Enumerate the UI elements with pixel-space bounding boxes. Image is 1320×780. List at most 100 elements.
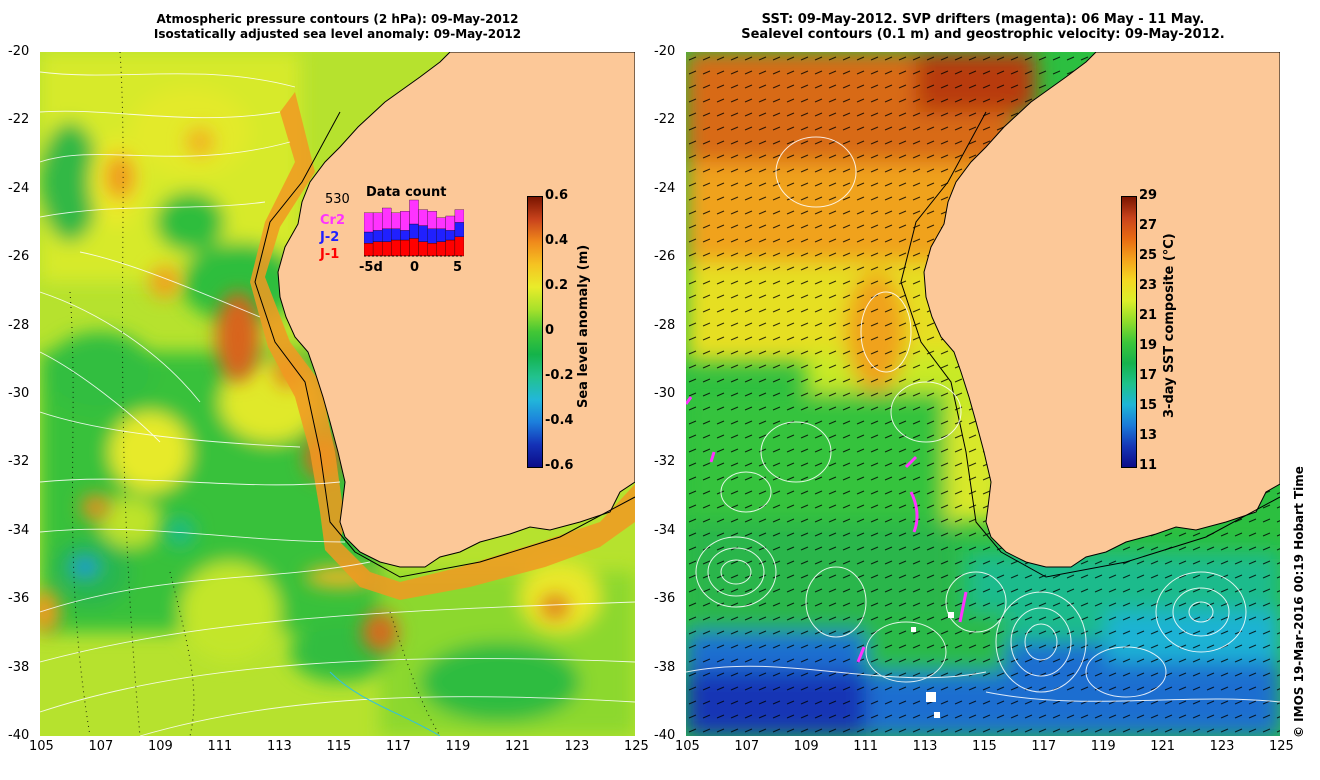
y-tick-label: -20 bbox=[654, 44, 676, 59]
y-tick-label: -32 bbox=[654, 454, 676, 470]
count-bar-segment-j2 bbox=[454, 222, 464, 237]
sla-colorbar bbox=[527, 196, 543, 468]
count-bar-segment-j2 bbox=[427, 228, 437, 244]
count-bar-segment-j2 bbox=[436, 228, 446, 242]
colorbar-tick: 29 bbox=[1139, 188, 1158, 203]
colorbar-tick: 15 bbox=[1139, 398, 1158, 413]
x-tick-label: 123 bbox=[1209, 739, 1235, 754]
y-tick-label: -28 bbox=[8, 317, 30, 333]
count-bar-segment-cr2 bbox=[436, 217, 446, 229]
y-tick-label: -24 bbox=[654, 180, 676, 196]
count-bar-segment-j1 bbox=[382, 241, 392, 257]
count-bar-segment-cr2 bbox=[454, 209, 464, 223]
x-tick-label: 115 bbox=[972, 739, 997, 754]
data-count-bars bbox=[364, 199, 464, 257]
x-tick-label: 123 bbox=[564, 739, 590, 754]
count-bar-segment-cr2 bbox=[391, 212, 401, 229]
data-count-title: Data count bbox=[366, 185, 447, 200]
colorbar-tick: -0.6 bbox=[545, 458, 574, 473]
x-tick-label: 119 bbox=[445, 739, 471, 754]
y-tick-label: -34 bbox=[654, 522, 676, 538]
count-bar-segment-j1 bbox=[454, 236, 464, 257]
sst-svg bbox=[686, 52, 1280, 736]
y-tick-label: -24 bbox=[8, 180, 30, 196]
colorbar-tick: 27 bbox=[1139, 218, 1158, 233]
left-title-line2: Isostatically adjusted sea level anomaly… bbox=[153, 27, 522, 41]
y-tick-label: -22 bbox=[654, 112, 676, 128]
count-bar-segment-j2 bbox=[364, 231, 374, 244]
x-tick-label: 113 bbox=[912, 739, 938, 754]
y-tick-label: -22 bbox=[8, 112, 30, 128]
y-tick-label: -38 bbox=[654, 659, 676, 675]
legend-j2: J-2 bbox=[320, 230, 340, 245]
legend-cr2: Cr2 bbox=[320, 213, 345, 228]
data-count-total: 530 bbox=[325, 192, 350, 207]
count-xtick-2: 5 bbox=[453, 260, 463, 275]
y-tick-label: -26 bbox=[654, 249, 676, 265]
right-title-line1: SST: 09-May-2012. SVP drifters (magenta)… bbox=[761, 12, 1205, 27]
colorbar-tick: 19 bbox=[1139, 338, 1158, 353]
colorbar-tick: -0.4 bbox=[545, 413, 574, 428]
count-bar-segment-j2 bbox=[418, 225, 428, 242]
x-tick-label: 121 bbox=[1150, 739, 1176, 754]
y-tick-label: -36 bbox=[654, 591, 676, 607]
count-xtick-1: 0 bbox=[410, 260, 420, 275]
x-tick-label: 125 bbox=[624, 739, 649, 754]
x-tick-label: 107 bbox=[734, 739, 760, 754]
count-bar-segment-cr2 bbox=[372, 212, 383, 231]
count-bar-segment-j1 bbox=[409, 238, 419, 257]
x-tick-label: 111 bbox=[853, 739, 879, 754]
sst-colorbar-label: 3-day SST composite (°C) bbox=[1162, 233, 1177, 418]
y-tick-label: -40 bbox=[654, 728, 676, 743]
count-bar-segment-j1 bbox=[400, 239, 410, 257]
colorbar-tick: -0.2 bbox=[545, 368, 574, 383]
y-tick-label: -34 bbox=[8, 522, 30, 538]
colorbar-tick: 0 bbox=[545, 323, 555, 338]
colorbar-tick: 11 bbox=[1139, 458, 1158, 473]
colorbar-tick: 13 bbox=[1139, 428, 1158, 443]
count-bar-segment-cr2 bbox=[364, 212, 374, 233]
colorbar-tick: 17 bbox=[1139, 368, 1158, 383]
count-bar-segment-cr2 bbox=[427, 211, 437, 229]
x-tick-label: 117 bbox=[1031, 739, 1057, 754]
x-tick-label: 107 bbox=[88, 739, 114, 754]
y-tick-label: -28 bbox=[654, 317, 676, 333]
x-tick-label: 121 bbox=[505, 739, 530, 754]
count-xtick-0: -5d bbox=[359, 260, 383, 275]
x-tick-label: 105 bbox=[675, 739, 700, 754]
y-tick-label: -20 bbox=[8, 44, 30, 59]
count-bar-segment-j1 bbox=[427, 243, 437, 257]
colorbar-tick: 0.4 bbox=[545, 233, 569, 248]
count-bar-segment-cr2 bbox=[409, 199, 419, 225]
imos-credit: © IMOS 19-Mar-2016 00:19 Hobart Time bbox=[1292, 466, 1306, 738]
count-bar-segment-j2 bbox=[400, 230, 410, 241]
count-bar-segment-j2 bbox=[372, 230, 383, 242]
colorbar-tick: 0.2 bbox=[545, 278, 569, 293]
x-tick-label: 115 bbox=[326, 739, 352, 754]
x-tick-label: 109 bbox=[793, 739, 819, 754]
x-tick-label: 109 bbox=[148, 739, 173, 754]
count-bar-segment-j1 bbox=[391, 239, 401, 257]
y-tick-label: -38 bbox=[8, 659, 30, 675]
colorbar-tick: 23 bbox=[1139, 278, 1158, 293]
y-tick-label: -40 bbox=[8, 728, 30, 743]
colorbar-tick: 21 bbox=[1139, 308, 1158, 323]
count-bar-segment-j1 bbox=[445, 239, 456, 257]
sea-level-anomaly-svg bbox=[40, 52, 635, 736]
sst-colorbar bbox=[1121, 196, 1137, 468]
left-title-line1: Atmospheric pressure contours (2 hPa): 0… bbox=[156, 12, 519, 26]
x-tick-label: 105 bbox=[29, 739, 54, 754]
sea-level-anomaly-map bbox=[40, 52, 635, 736]
x-tick-label: 117 bbox=[386, 739, 411, 754]
colorbar-tick: 0.6 bbox=[545, 188, 569, 203]
count-bar-segment-j2 bbox=[409, 223, 419, 239]
x-tick-label: 111 bbox=[207, 739, 233, 754]
y-tick-label: -32 bbox=[8, 454, 30, 470]
y-tick-label: -30 bbox=[8, 386, 30, 401]
count-bar-segment-j1 bbox=[372, 241, 383, 257]
y-tick-label: -26 bbox=[8, 249, 30, 265]
y-tick-label: -36 bbox=[8, 591, 30, 607]
count-bar-segment-cr2 bbox=[382, 207, 392, 229]
count-bar-segment-j1 bbox=[364, 243, 374, 257]
western-australia-land bbox=[277, 52, 635, 568]
